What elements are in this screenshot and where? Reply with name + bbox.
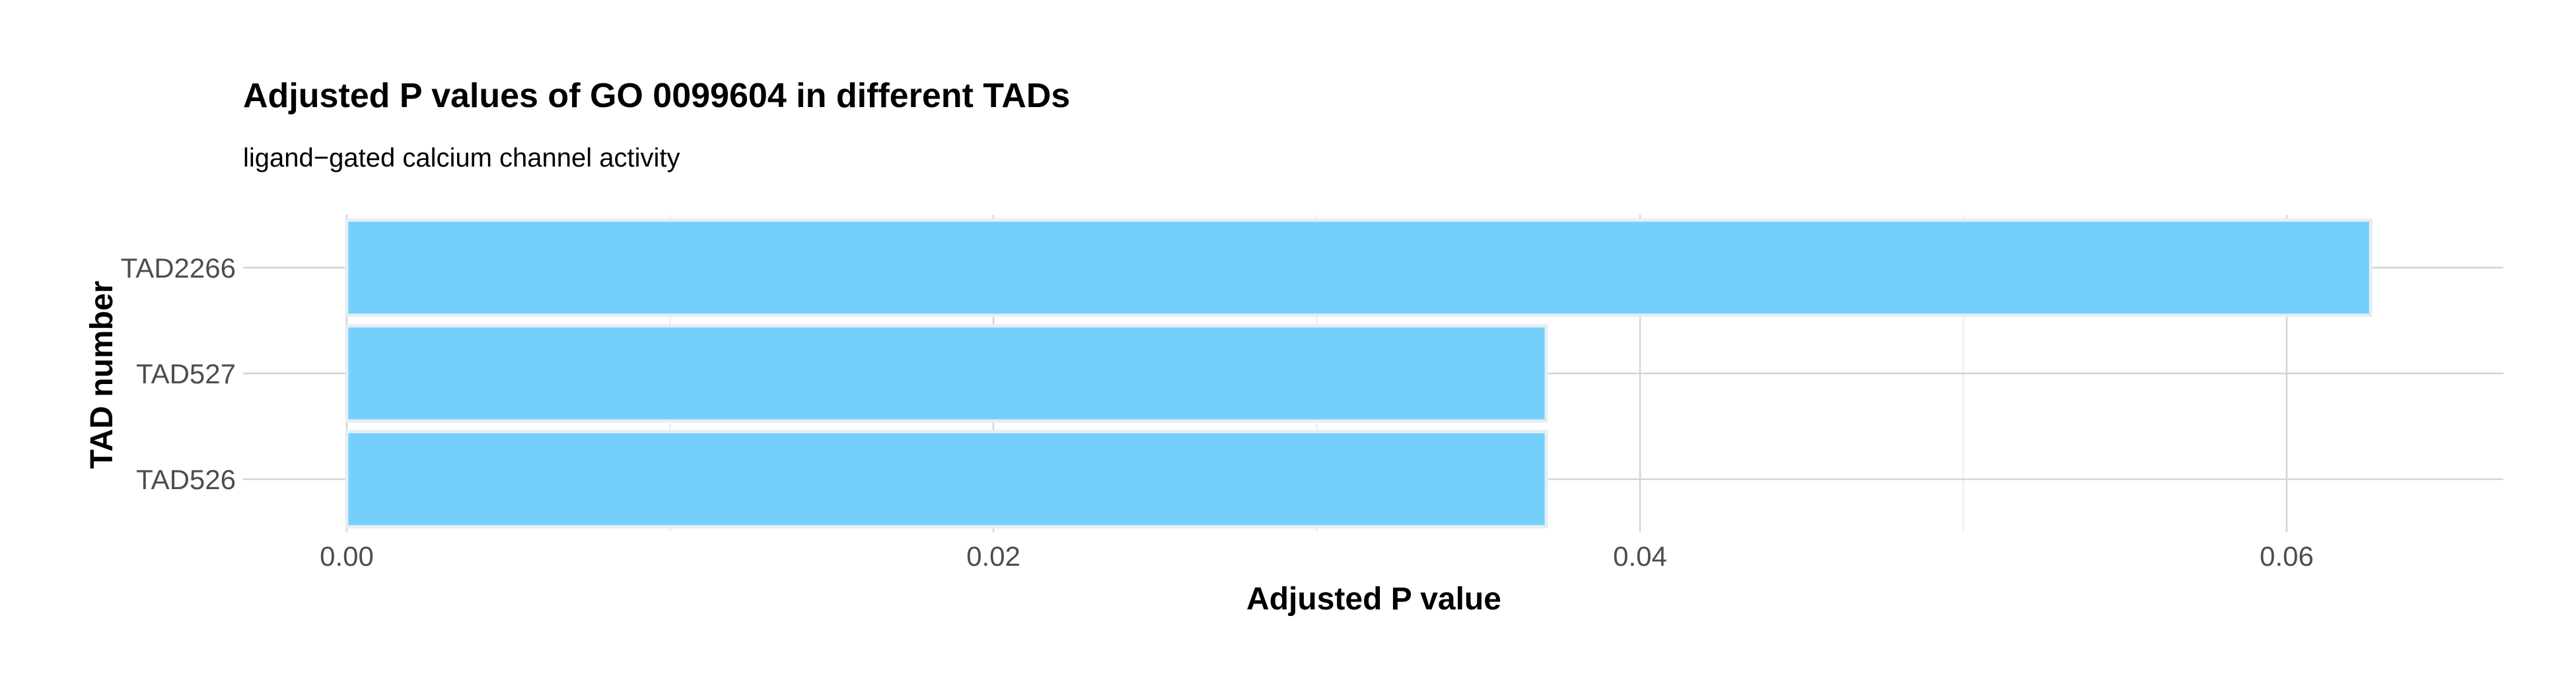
y-axis-title: TAD number xyxy=(85,281,120,469)
x-tick-label: 0.02 xyxy=(966,541,1020,572)
bar-tad2266 xyxy=(345,218,2373,317)
x-tick-label: 0.00 xyxy=(320,541,374,572)
x-axis-title: Adjusted P value xyxy=(1246,582,1501,617)
chart-title: Adjusted P values of GO 0099604 in diffe… xyxy=(243,77,1070,115)
chart-subtitle: ligand−gated calcium channel activity xyxy=(243,143,680,173)
x-tick-label: 0.04 xyxy=(1613,541,1667,572)
y-tick-label: TAD526 xyxy=(136,464,236,495)
bars xyxy=(345,218,2373,529)
x-tick-label: 0.06 xyxy=(2260,541,2314,572)
bar-tad526 xyxy=(345,430,1548,529)
y-tick-labels: TAD2266 TAD527 TAD526 xyxy=(121,252,236,495)
y-tick-label: TAD2266 xyxy=(121,252,236,284)
y-tick-label: TAD527 xyxy=(136,358,236,389)
x-tick-labels: 0.00 0.02 0.04 0.06 xyxy=(320,541,2314,572)
bar-tad527 xyxy=(345,324,1548,423)
